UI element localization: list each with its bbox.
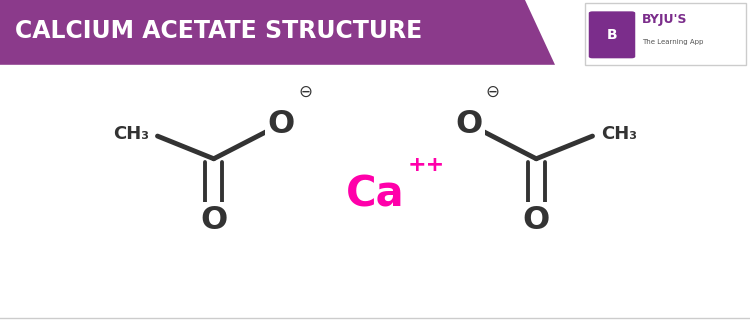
Text: O: O [455, 109, 482, 140]
Text: CALCIUM ACETATE STRUCTURE: CALCIUM ACETATE STRUCTURE [15, 19, 422, 43]
Text: CH₃: CH₃ [113, 125, 149, 144]
Text: O: O [200, 205, 227, 236]
Text: O: O [268, 109, 295, 140]
Text: Ca: Ca [346, 173, 404, 215]
Text: BYJU'S: BYJU'S [642, 13, 688, 26]
Text: The Learning App: The Learning App [642, 39, 704, 45]
FancyBboxPatch shape [589, 11, 635, 58]
FancyBboxPatch shape [585, 3, 746, 65]
Polygon shape [0, 0, 555, 65]
Text: O: O [523, 205, 550, 236]
Text: CH₃: CH₃ [601, 125, 637, 144]
Text: B: B [607, 28, 617, 42]
Text: ⊖: ⊖ [298, 83, 312, 101]
Text: ⊖: ⊖ [486, 83, 500, 101]
Text: ++: ++ [407, 155, 445, 175]
